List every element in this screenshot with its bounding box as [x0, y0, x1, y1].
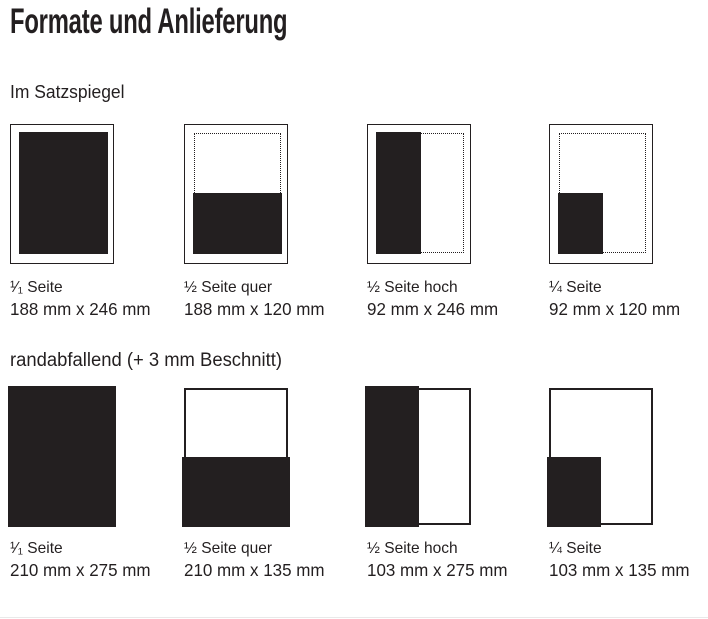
bleed-area	[8, 386, 116, 527]
format-diagram-half-portrait	[367, 124, 471, 264]
format-card-bleed-half-hoch: ½ Seite hoch 103 mm x 275 mm	[365, 386, 533, 581]
ad-fill-quarter	[558, 193, 603, 254]
ad-fill-quarter	[547, 456, 601, 527]
ad-fill-half-bottom	[182, 456, 290, 527]
format-diagram-full-page-bleed	[8, 386, 116, 527]
ad-fill-full	[8, 386, 116, 527]
format-card-spiegel-quarter: ¼ Seite 92 mm x 120 mm	[549, 124, 708, 320]
format-dimensions: 103 mm x 135 mm	[549, 560, 690, 580]
ad-fill-half-left	[365, 386, 419, 527]
format-name: ½ Seite hoch	[367, 540, 458, 557]
format-dimensions: 103 mm x 275 mm	[367, 560, 508, 580]
page-bottom-divider	[0, 617, 708, 618]
format-name: ½ Seite quer	[184, 540, 273, 557]
format-diagram-half-landscape	[184, 124, 288, 264]
format-diagram-quarter-page-bleed	[547, 388, 653, 527]
type-area	[19, 132, 108, 254]
format-card-spiegel-full: ¹⁄₁ Seite 188 mm x 246 mm	[10, 124, 176, 320]
format-diagram-full-page	[10, 124, 114, 264]
format-dimensions: 188 mm x 246 mm	[10, 299, 151, 319]
type-area	[558, 133, 646, 254]
format-dimensions: 92 mm x 120 mm	[549, 299, 681, 319]
bleed-area	[182, 388, 290, 527]
format-diagram-half-portrait-bleed	[365, 386, 471, 527]
format-name: ¹⁄₁ Seite	[10, 540, 63, 557]
format-diagram-quarter-page	[549, 124, 653, 264]
format-dimensions: 188 mm x 120 mm	[184, 299, 325, 319]
section-heading-satzspiegel: Im Satzspiegel	[10, 82, 125, 102]
format-name: ½ Seite quer	[184, 279, 273, 296]
format-dimensions: 210 mm x 135 mm	[184, 560, 325, 580]
type-area	[376, 132, 464, 254]
format-diagram-half-landscape-bleed	[182, 388, 290, 527]
format-name: ½ Seite hoch	[367, 279, 458, 296]
page-title: Formate und Anlieferung	[10, 2, 288, 41]
ad-fill-full	[19, 132, 108, 254]
bleed-area	[547, 388, 653, 527]
format-card-bleed-half-quer: ½ Seite quer 210 mm x 135 mm	[182, 388, 350, 581]
format-name: ¼ Seite	[549, 279, 602, 296]
ad-fill-half-left	[376, 132, 421, 254]
bleed-area	[365, 386, 471, 527]
format-dimensions: 210 mm x 275 mm	[10, 560, 151, 580]
ad-fill-half-bottom	[193, 193, 282, 254]
format-card-spiegel-half-hoch: ½ Seite hoch 92 mm x 246 mm	[367, 124, 533, 320]
format-name: ¹⁄₁ Seite	[10, 279, 63, 296]
format-card-bleed-full: ¹⁄₁ Seite 210 mm x 275 mm	[8, 386, 176, 581]
section-heading-randabfallend: randabfallend (+ 3 mm Beschnitt)	[10, 350, 282, 371]
format-card-spiegel-half-quer: ½ Seite quer 188 mm x 120 mm	[184, 124, 350, 320]
format-card-bleed-quarter: ¼ Seite 103 mm x 135 mm	[547, 388, 708, 581]
type-area	[193, 133, 282, 254]
format-dimensions: 92 mm x 246 mm	[367, 299, 499, 319]
format-name: ¼ Seite	[549, 540, 602, 557]
